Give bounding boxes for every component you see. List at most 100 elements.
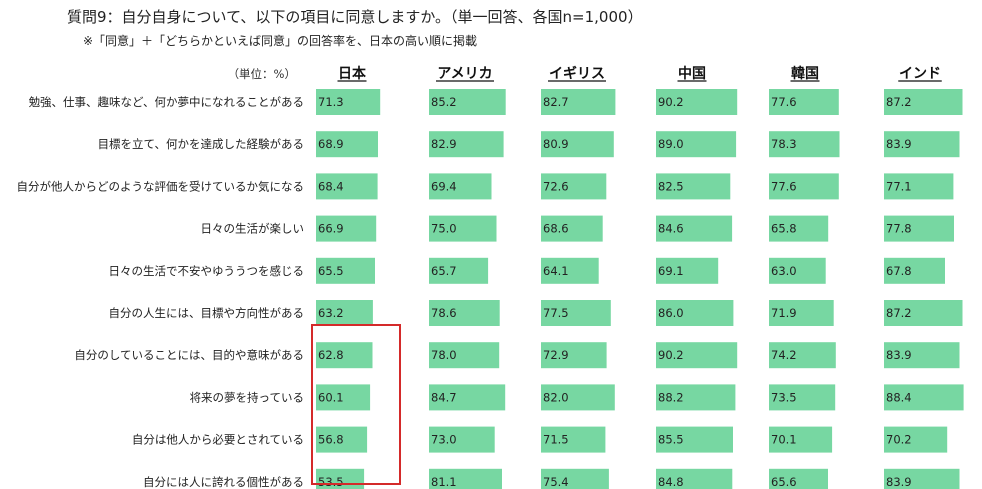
bar [316, 173, 378, 200]
value-label: 90.2 [658, 95, 684, 109]
value-label: 72.9 [543, 348, 569, 362]
bar [316, 89, 381, 115]
value-label: 67.8 [886, 264, 912, 278]
value-label: 53.5 [318, 475, 344, 489]
value-label: 88.4 [886, 390, 912, 404]
value-label: 85.2 [431, 95, 457, 109]
value-label: 64.1 [543, 264, 569, 278]
value-label: 83.9 [886, 475, 912, 489]
bar [769, 131, 840, 158]
value-label: 65.5 [318, 264, 344, 278]
bar [769, 468, 828, 489]
bar [541, 257, 599, 284]
value-label: 85.5 [658, 433, 684, 447]
bar [769, 384, 836, 411]
bar [769, 300, 834, 326]
category-label: 自分は他人から必要とされている [132, 433, 304, 447]
value-label: 68.9 [318, 137, 344, 151]
bar [656, 426, 733, 453]
bar [541, 384, 615, 411]
bar [656, 89, 738, 115]
category-label: 日々の生活が楽しい [201, 222, 305, 236]
value-label: 65.8 [771, 222, 797, 236]
bar [656, 173, 731, 200]
value-label: 62.8 [318, 348, 344, 362]
value-label: 88.2 [658, 390, 684, 404]
bar [541, 342, 607, 369]
bar [884, 173, 954, 200]
bar [884, 257, 945, 284]
value-label: 74.2 [771, 348, 797, 362]
bar [769, 173, 839, 200]
bar [429, 131, 504, 158]
value-label: 72.6 [543, 179, 569, 193]
value-label: 83.9 [886, 137, 912, 151]
bar [429, 300, 500, 326]
category-label: 将来の夢を持っている [190, 390, 304, 404]
value-label: 82.5 [658, 179, 684, 193]
bar [541, 173, 607, 200]
value-label: 63.0 [771, 264, 797, 278]
bar [656, 300, 734, 326]
bar [429, 89, 506, 115]
bar [316, 426, 368, 453]
value-label: 66.9 [318, 222, 344, 236]
value-label: 68.6 [543, 222, 569, 236]
value-label: 69.4 [431, 179, 457, 193]
bar [429, 257, 489, 284]
bar [541, 131, 614, 158]
value-label: 77.1 [886, 179, 912, 193]
bar [541, 468, 609, 489]
value-label: 84.7 [431, 390, 457, 404]
value-label: 83.9 [886, 348, 912, 362]
bar [884, 342, 960, 369]
value-label: 71.3 [318, 95, 344, 109]
bar [884, 426, 948, 453]
bar [884, 131, 960, 158]
bar [316, 342, 373, 369]
value-label: 84.6 [658, 222, 684, 236]
bar [429, 215, 497, 242]
value-label: 87.2 [886, 306, 912, 320]
value-label: 82.0 [543, 390, 569, 404]
bar [769, 342, 836, 369]
value-label: 65.6 [771, 475, 797, 489]
value-label: 70.1 [771, 433, 797, 447]
bar [429, 173, 492, 200]
value-label: 84.8 [658, 475, 684, 489]
country-header-2: イギリス [549, 65, 605, 82]
bar [429, 384, 506, 411]
highlight-box [311, 324, 401, 485]
value-label: 86.0 [658, 306, 684, 320]
value-label: 71.9 [771, 306, 797, 320]
category-label: 勉強、仕事、趣味など、何か夢中になれることがある [29, 95, 304, 109]
value-label: 77.6 [771, 95, 797, 109]
value-label: 56.8 [318, 433, 344, 447]
category-label: 日々の生活で不安やゆううつを感じる [109, 264, 305, 278]
bar [656, 257, 719, 284]
bar [656, 131, 737, 158]
value-label: 73.0 [431, 433, 457, 447]
value-label: 77.6 [771, 179, 797, 193]
value-label: 78.3 [771, 137, 797, 151]
bar [316, 131, 378, 158]
value-label: 89.0 [658, 137, 684, 151]
value-label: 63.2 [318, 306, 344, 320]
value-label: 69.1 [658, 264, 684, 278]
country-header-0: 日本 [338, 65, 367, 82]
bar [884, 300, 963, 326]
bar [884, 384, 964, 411]
bar [541, 300, 611, 326]
bar [884, 215, 954, 242]
bar [316, 300, 373, 326]
country-header-3: 中国 [678, 65, 706, 82]
bar [429, 426, 495, 453]
value-label: 75.4 [543, 475, 569, 489]
value-label: 68.4 [318, 179, 344, 193]
bar [656, 342, 738, 369]
chart-note: ※「同意」＋「どちらかといえば同意」の回答率を、日本の高い順に掲載 [83, 34, 478, 48]
bar [541, 215, 603, 242]
country-header-4: 韓国 [791, 65, 819, 82]
value-label: 73.5 [771, 390, 797, 404]
category-label: 自分のしていることには、目的や意味がある [74, 348, 304, 362]
